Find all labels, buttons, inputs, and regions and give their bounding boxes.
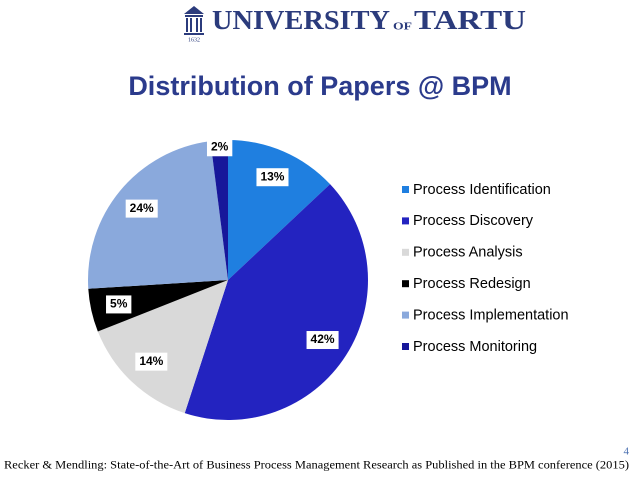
- data-label-text: 5%: [110, 297, 128, 311]
- logo-main: UNIVERSITY: [212, 5, 390, 35]
- data-label-text: 42%: [311, 332, 335, 346]
- legend-swatch: [402, 186, 409, 193]
- data-label-box: [306, 331, 339, 350]
- citation: Recker & Mendling: State-of-the-Art of B…: [4, 460, 629, 472]
- data-label-text: 14%: [139, 354, 163, 368]
- legend-swatch: [402, 217, 409, 225]
- pie-slice: [88, 141, 228, 289]
- logo-column: [196, 18, 198, 32]
- data-label: 42%: [306, 331, 339, 350]
- logo-of: OF: [393, 21, 412, 33]
- data-label-text: 24%: [130, 201, 154, 215]
- pie: 13% 42% 14% 5% 24% 2%: [88, 138, 369, 420]
- legend-label: Process Identification: [413, 182, 551, 198]
- data-label-box: [135, 352, 168, 371]
- data-label: 13%: [256, 168, 289, 187]
- logo-base: [184, 33, 204, 35]
- data-label: 24%: [125, 199, 158, 218]
- logo: 1632 UNIVERSITY OF TARTU: [184, 5, 526, 43]
- data-label: 14%: [135, 352, 168, 371]
- logo-column: [186, 18, 188, 32]
- pie-slice: [228, 140, 331, 280]
- pie-slice: [88, 280, 228, 332]
- data-label-box: [125, 199, 158, 218]
- logo-city: TARTU: [414, 5, 526, 35]
- legend-swatch: [402, 248, 409, 256]
- legend-label: Process Analysis: [413, 245, 523, 261]
- pie-slice: [210, 140, 228, 280]
- legend-swatch: [402, 280, 409, 288]
- data-label: 5%: [106, 295, 132, 314]
- data-label-box: [106, 295, 132, 314]
- data-label-text: 13%: [260, 169, 284, 183]
- logo-column: [190, 18, 192, 32]
- legend-label: Process Redesign: [413, 276, 531, 292]
- legend-swatch: [402, 311, 409, 319]
- data-label: 2%: [206, 138, 233, 157]
- legend-label: Process Implementation: [413, 307, 569, 323]
- logo-column: [200, 18, 202, 32]
- legend-label: Process Monitoring: [413, 339, 537, 355]
- pie-slice: [184, 184, 369, 420]
- page-number: 4: [624, 446, 630, 458]
- legend-label: Process Discovery: [413, 213, 534, 229]
- legend-swatch: [402, 343, 409, 350]
- logo-roof: [184, 6, 204, 14]
- data-label-box: [206, 138, 233, 157]
- data-label-box: [256, 168, 289, 187]
- logo-year: 1632: [188, 37, 200, 43]
- legend: Process Identification Process Discovery P…: [402, 182, 569, 355]
- chart-title: Distribution of Papers @ BPM: [128, 71, 511, 101]
- data-label-text: 2%: [211, 139, 229, 153]
- pie-slice: [97, 280, 228, 414]
- logo-beam: [185, 15, 203, 17]
